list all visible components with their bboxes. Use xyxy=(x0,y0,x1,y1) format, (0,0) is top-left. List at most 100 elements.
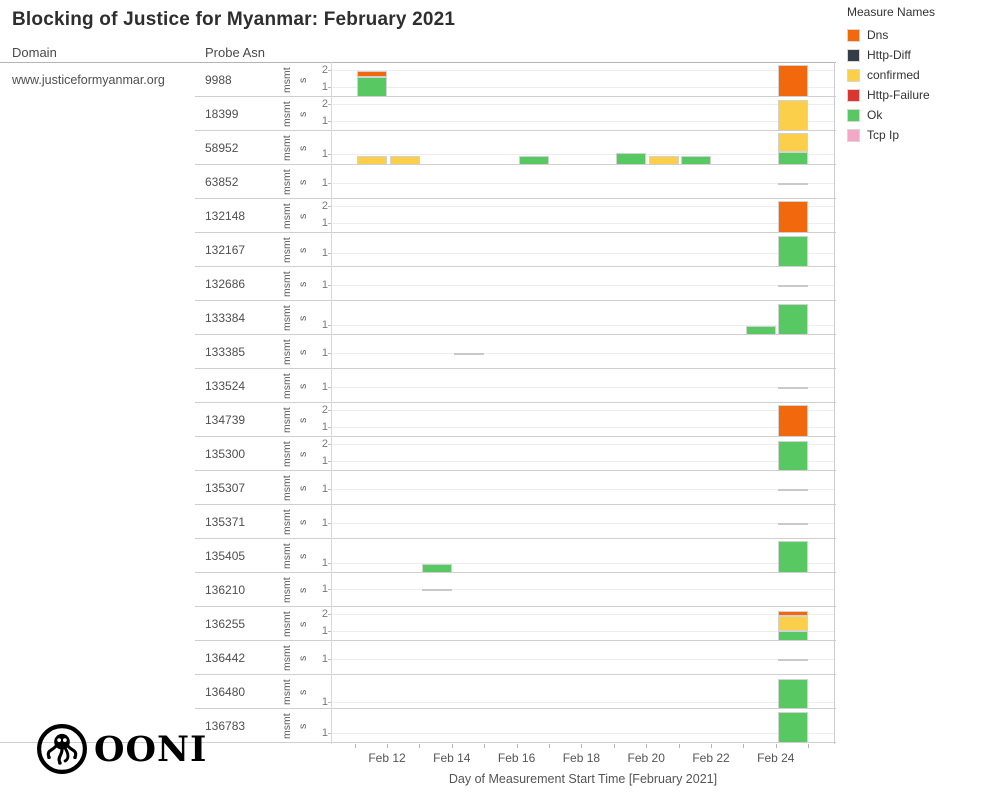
x-axis-tick-label: Feb 16 xyxy=(497,751,536,765)
asn-row: 132686 msmt s 1 xyxy=(0,267,836,301)
legend-item-http-diff[interactable]: Http-Diff xyxy=(847,45,997,65)
row-plot-area xyxy=(332,335,834,369)
row-plot-area xyxy=(332,131,834,165)
zero-measurement-dash[interactable] xyxy=(778,387,809,389)
zero-measurement-dash[interactable] xyxy=(778,183,809,185)
y-axis-tick-label: 2 xyxy=(321,98,328,110)
measure-field-label-msmt: msmt xyxy=(281,407,293,433)
measurement-bar[interactable] xyxy=(778,201,809,233)
zero-measurement-dash[interactable] xyxy=(421,589,453,591)
y-axis-tick-label: 1 xyxy=(321,177,328,189)
legend-item-tcp-ip[interactable]: Tcp Ip xyxy=(847,125,997,145)
bar-segment-ok[interactable] xyxy=(357,77,388,97)
row-separator xyxy=(195,606,836,607)
measurement-bar[interactable] xyxy=(357,70,388,97)
x-axis-tick-label: Feb 22 xyxy=(692,751,730,765)
legend-item-label: Ok xyxy=(867,108,883,122)
zero-measurement-dash[interactable] xyxy=(778,489,809,491)
legend-item-dns[interactable]: Dns xyxy=(847,25,997,45)
x-axis-tick-mark xyxy=(743,744,745,748)
measurement-bar[interactable] xyxy=(778,611,809,641)
bar-segment-ok[interactable] xyxy=(778,236,809,267)
measure-field-label-msmt: msmt xyxy=(281,509,293,535)
legend-item-label: Dns xyxy=(867,28,889,42)
bar-segment-confirmed[interactable] xyxy=(778,100,809,131)
y-axis-tick-label: 2 xyxy=(321,64,328,76)
bar-segment-ok[interactable] xyxy=(778,304,809,335)
x-axis-tick-mark xyxy=(678,744,680,748)
measurement-bar[interactable] xyxy=(778,304,809,335)
y-axis-tick-mark xyxy=(328,461,332,462)
value-gridline xyxy=(332,589,834,590)
y-axis-tick-mark xyxy=(328,589,332,590)
y-axis-tick-mark xyxy=(328,702,332,703)
x-axis-tick-label: Feb 20 xyxy=(627,751,665,765)
row-separator xyxy=(195,334,836,335)
y-axis-tick-label: 1 xyxy=(321,583,328,595)
bar-segment-dns[interactable] xyxy=(778,201,809,233)
measurement-bar[interactable] xyxy=(778,236,809,267)
measure-field-label-msmt: msmt xyxy=(281,203,293,229)
probe-asn-label: 135307 xyxy=(205,481,246,495)
value-gridline xyxy=(332,614,834,615)
asn-row: 58952 msmt s 1 xyxy=(0,131,836,165)
measurement-bar[interactable] xyxy=(778,65,809,97)
bar-segment-ok[interactable] xyxy=(778,712,809,743)
y-axis-tick-label: 1 xyxy=(321,653,328,665)
column-header-probe-asn: Probe Asn xyxy=(205,45,265,60)
row-separator xyxy=(195,300,836,301)
measurement-bar[interactable] xyxy=(778,679,809,709)
zero-measurement-dash[interactable] xyxy=(454,353,485,355)
y-axis-tick-label: 1 xyxy=(321,696,328,708)
bar-segment-dns[interactable] xyxy=(357,71,388,77)
value-gridline xyxy=(332,325,834,326)
probe-asn-label: 132686 xyxy=(205,277,246,291)
bar-segment-dns[interactable] xyxy=(778,65,809,97)
asn-row: 135405 msmt s 1 xyxy=(0,539,836,573)
x-axis-tick-mark xyxy=(808,744,810,748)
legend-item-label: Http-Diff xyxy=(867,48,911,62)
legend: Measure Names Dns Http-Diff confirmed Http-… xyxy=(847,5,997,145)
measure-field-label-msmt: msmt xyxy=(281,237,293,263)
y-axis-tick-mark xyxy=(328,121,332,122)
y-axis-tick-label: 1 xyxy=(321,727,328,739)
y-axis-tick-label: 1 xyxy=(321,557,328,569)
page-title: Blocking of Justice for Myanmar: Februar… xyxy=(12,9,456,30)
measurement-bar[interactable] xyxy=(778,133,809,165)
measurement-bar[interactable] xyxy=(778,712,809,743)
measurement-bar[interactable] xyxy=(778,441,809,471)
y-axis-tick-mark xyxy=(328,733,332,734)
asn-row: 134739 msmt s 2 1 xyxy=(0,403,836,437)
zero-measurement-dash[interactable] xyxy=(778,659,809,661)
bar-segment-ok[interactable] xyxy=(778,541,809,573)
row-separator xyxy=(195,572,836,573)
zero-measurement-dash[interactable] xyxy=(778,285,809,287)
measurement-bar[interactable] xyxy=(778,541,809,573)
bar-segment-confirmed[interactable] xyxy=(778,616,809,631)
value-gridline xyxy=(332,563,834,564)
row-plot-area xyxy=(332,641,834,675)
legend-swatch-icon xyxy=(847,128,860,142)
zero-measurement-dash[interactable] xyxy=(778,523,809,525)
legend-item-ok[interactable]: Ok xyxy=(847,105,997,125)
measure-field-label-msmt: msmt xyxy=(281,441,293,467)
legend-item-confirmed[interactable]: confirmed xyxy=(847,65,997,85)
bar-segment-ok[interactable] xyxy=(778,679,809,709)
y-axis-tick-label: 1 xyxy=(321,517,328,529)
measure-field-label-msmt: msmt xyxy=(281,339,293,365)
asn-row: 18399 msmt s 2 1 xyxy=(0,97,836,131)
y-axis-tick-mark xyxy=(328,614,332,615)
measurement-bar[interactable] xyxy=(778,100,809,131)
bar-segment-dns[interactable] xyxy=(778,611,809,616)
measurement-bar[interactable] xyxy=(778,405,809,437)
legend-item-http-failure[interactable]: Http-Failure xyxy=(847,85,997,105)
bar-segment-ok[interactable] xyxy=(778,441,809,471)
row-plot-area xyxy=(332,607,834,641)
row-plot-area xyxy=(332,165,834,199)
x-axis-tick-mark xyxy=(549,744,550,748)
bar-segment-confirmed[interactable] xyxy=(778,133,809,152)
bar-segment-dns[interactable] xyxy=(778,405,809,437)
chart-rows: www.justiceformyanmar.org 9988 msmt s 2 1 1839… xyxy=(0,63,836,743)
probe-asn-label: 63852 xyxy=(205,175,239,189)
value-gridline xyxy=(332,461,834,462)
